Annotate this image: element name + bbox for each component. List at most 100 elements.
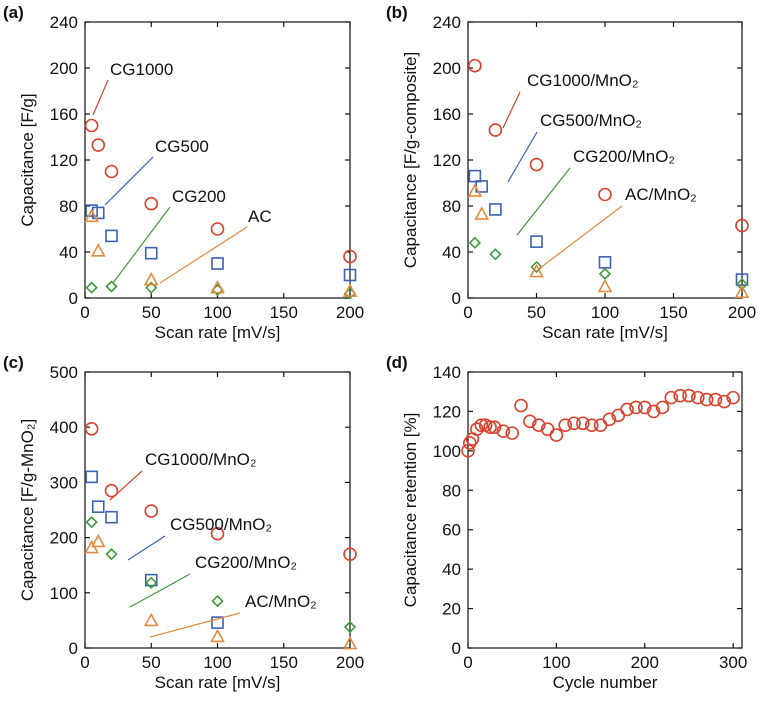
marker-circle (104, 483, 119, 498)
panel: (c) 0 100 200 300 400 500 0 50 100 150 200 Scan rate… (3, 353, 364, 692)
x-axis-label: Scan rate [mV/s] (155, 323, 281, 342)
y-tick-label: 140 (433, 363, 461, 382)
y-tick-label: 500 (50, 363, 78, 382)
x-tick-label: 200 (728, 303, 756, 322)
marker-circle (602, 412, 617, 427)
marker-circle (488, 123, 503, 137)
annotation-line (92, 79, 109, 116)
marker-diamond (85, 281, 98, 294)
annotation-line (112, 206, 171, 284)
marker-circle (646, 404, 661, 419)
y-axis-label: Capacitance retention [%] (401, 413, 420, 608)
marker-triangle (210, 279, 225, 294)
marker-square (85, 470, 98, 484)
marker-circle (483, 420, 497, 435)
y-axis-label: Capacitance [F/g-composite] (401, 52, 420, 268)
series-label: CG1000 (110, 60, 173, 79)
marker-square (144, 573, 158, 587)
x-tick-label: 0 (463, 653, 472, 672)
marker-circle (673, 388, 687, 403)
y-tick-label: 200 (50, 59, 78, 78)
plot-frame (467, 371, 743, 649)
marker-circle (708, 392, 723, 407)
marker-circle (343, 249, 357, 264)
marker-square (489, 203, 502, 216)
annotation-line (129, 573, 191, 608)
marker-diamond (598, 267, 612, 280)
x-tick-label: 100 (542, 653, 570, 672)
marker-diamond (85, 516, 98, 529)
marker-circle (462, 436, 477, 450)
y-tick-label: 40 (442, 560, 461, 579)
panel: (a) 0 40 80 120 160 200 240 0 50 100 150 200 Scan rat… (3, 3, 364, 342)
marker-circle (637, 400, 652, 415)
y-tick-label: 80 (442, 481, 461, 500)
marker-circle (474, 418, 489, 433)
marker-circle (523, 414, 537, 429)
marker-triangle (597, 278, 613, 293)
marker-square (144, 246, 158, 260)
series-label: CG500/MnO₂ (540, 111, 642, 130)
series-label: CG200 (172, 187, 226, 206)
marker-diamond (343, 620, 357, 634)
y-tick-label: 200 (433, 59, 461, 78)
marker-circle (210, 526, 225, 541)
y-axis-label: Capacitance [F/g] (18, 93, 37, 226)
marker-triangle (734, 284, 750, 299)
marker-circle (584, 418, 599, 433)
x-tick-label: 300 (719, 653, 747, 672)
marker-diamond (530, 260, 543, 274)
x-tick-label: 50 (527, 303, 546, 322)
x-tick-label: 100 (203, 653, 231, 672)
annotation-line (539, 205, 623, 269)
marker-circle (529, 157, 544, 172)
marker-circle (468, 58, 482, 73)
y-tick-label: 60 (442, 521, 461, 540)
marker-circle (717, 394, 732, 409)
marker-triangle (143, 612, 159, 627)
marker-circle (593, 418, 608, 433)
series-label: CG200/MnO₂ (573, 147, 675, 166)
marker-triangle (143, 271, 159, 286)
marker-triangle (467, 183, 483, 197)
marker-circle (598, 187, 612, 202)
series-label: CG500 (155, 137, 209, 156)
marker-circle (655, 400, 670, 415)
panel: (d) 0 20 40 60 80 100 120 140 0 100 200 300 Cycle num… (386, 353, 747, 692)
marker-circle (514, 398, 528, 413)
x-tick-label: 150 (659, 303, 687, 322)
x-tick-label: 200 (336, 653, 364, 672)
y-tick-label: 120 (433, 402, 461, 421)
marker-circle (735, 218, 749, 233)
y-tick-label: 240 (433, 13, 461, 32)
y-tick-label: 80 (59, 197, 78, 216)
y-tick-label: 160 (433, 105, 461, 124)
marker-circle (549, 428, 564, 442)
marker-circle (91, 138, 106, 152)
marker-circle (84, 422, 99, 436)
marker-triangle (210, 628, 225, 643)
series-label: CG1000/MnO₂ (527, 71, 638, 90)
panel: (b) 0 40 80 120 160 200 240 0 50 100 150 200 Scan rat… (386, 3, 756, 342)
marker-square (105, 229, 118, 243)
x-axis-label: Cycle number (553, 673, 658, 692)
x-tick-label: 200 (336, 303, 364, 322)
marker-circle (691, 390, 705, 405)
y-tick-label: 160 (50, 105, 78, 124)
y-tick-label: 200 (50, 529, 78, 548)
marker-circle (144, 504, 159, 518)
marker-circle (496, 424, 511, 438)
y-tick-label: 80 (442, 197, 461, 216)
marker-circle (210, 222, 225, 236)
marker-square (530, 235, 543, 248)
x-tick-label: 100 (203, 303, 231, 322)
series-label: AC (248, 207, 272, 226)
x-axis-label: Scan rate [mV/s] (155, 673, 281, 692)
marker-square (211, 257, 224, 270)
y-axis-label: Capacitance [F/g-MnO₂] (18, 419, 37, 601)
series-label: AC/MnO₂ (625, 185, 697, 204)
marker-triangle (342, 635, 358, 650)
marker-circle (144, 196, 159, 211)
